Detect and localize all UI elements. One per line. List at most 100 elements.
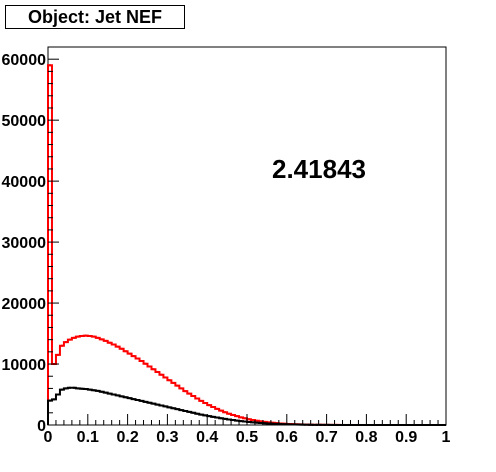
series-1-point <box>176 408 179 411</box>
x-tick-label: 0 <box>44 429 53 446</box>
series-1-point <box>104 391 107 394</box>
series-1-point <box>359 423 362 426</box>
series-1-point <box>367 423 370 426</box>
x-tick-label: 0.5 <box>236 429 258 446</box>
series-1-point <box>240 420 243 423</box>
series-1-point <box>132 398 135 401</box>
series-0-point <box>108 341 111 344</box>
series-1-point <box>236 419 239 422</box>
series-1-point <box>120 395 123 398</box>
series-1-point <box>76 387 79 390</box>
series-1-point <box>116 394 119 397</box>
series-0-point <box>212 406 215 409</box>
series-1-point <box>287 423 290 426</box>
series-0-point <box>236 415 239 418</box>
series-0-point <box>116 345 119 348</box>
series-1-point <box>295 423 298 426</box>
series-1-point <box>168 406 171 409</box>
series-1-point <box>431 424 434 426</box>
series-0-point <box>80 334 83 337</box>
annotation-value: 2.41843 <box>272 154 366 184</box>
x-tick-label: 0.4 <box>196 429 218 446</box>
series-0-point <box>164 376 167 379</box>
series-0-point <box>224 411 227 414</box>
series-1-point <box>415 424 418 426</box>
series-0-point <box>184 390 187 393</box>
series-0-point <box>136 357 139 360</box>
series-1-point <box>136 399 139 402</box>
series-0-point <box>196 397 199 400</box>
series-1-point <box>291 423 294 426</box>
series-1-point <box>259 421 262 424</box>
series-0-point <box>112 343 115 346</box>
series-1-point <box>435 424 438 426</box>
series-0-point <box>168 379 171 382</box>
series-1-point <box>419 424 422 426</box>
series-1-point <box>172 407 175 410</box>
series-0-point <box>204 402 207 405</box>
series-0-point <box>216 407 219 410</box>
series-1-point <box>399 424 402 426</box>
series-1-point <box>347 423 350 426</box>
series-1-point <box>184 409 187 412</box>
series-1-point <box>72 386 75 389</box>
series-0-point <box>64 341 67 344</box>
series-1-point <box>379 424 382 426</box>
series-0-point <box>259 420 262 423</box>
series-1-point <box>152 402 155 405</box>
x-tick-label: 0.3 <box>156 429 178 446</box>
series-1-point <box>100 390 103 393</box>
series-1-point <box>112 393 115 396</box>
series-1-point <box>140 399 143 402</box>
series-1-point <box>224 417 227 420</box>
series-1-point <box>80 387 83 390</box>
series-0-point <box>208 404 211 407</box>
series-1-point <box>427 424 430 426</box>
series-0-point <box>192 395 195 398</box>
series-0-point <box>240 416 243 419</box>
series-0-point <box>100 338 103 341</box>
series-1-point <box>303 423 306 426</box>
y-tick-label: 60000 <box>2 52 47 69</box>
series-1-point <box>251 421 254 424</box>
series-1-point <box>327 423 330 426</box>
x-tick-label: 0.8 <box>355 429 377 446</box>
series-1-point <box>180 409 183 412</box>
series-0-point <box>172 381 175 384</box>
y-axis: 0 10000 20000 30000 40000 50000 60000 <box>2 52 59 435</box>
series-1-point <box>84 388 87 391</box>
series-0-point <box>140 359 143 362</box>
series-1-point <box>283 423 286 426</box>
y-tick-label: 20000 <box>2 296 47 313</box>
series-1-point <box>160 404 163 407</box>
series-1-point <box>383 424 386 426</box>
x-tick-label: 0.6 <box>276 429 298 446</box>
series-1-point <box>128 397 131 400</box>
series-1-point <box>407 424 410 426</box>
series-0-point <box>188 392 191 395</box>
series-1-point <box>255 421 258 424</box>
series-0-point <box>104 339 107 342</box>
series-0-point <box>176 384 179 387</box>
series-0-point <box>180 387 183 390</box>
series-0-point <box>132 355 135 358</box>
series-0-point <box>60 344 63 347</box>
series-1-point <box>343 423 346 426</box>
series-0-point <box>152 368 155 371</box>
x-tick-label: 1 <box>442 429 451 446</box>
series-1-point <box>164 405 167 408</box>
y-tick-label: 40000 <box>2 174 47 191</box>
series-0-point <box>72 336 75 339</box>
series-1-point <box>375 424 378 426</box>
series-1-point <box>56 393 59 396</box>
y-tick-label: 10000 <box>2 357 47 374</box>
series-1-point <box>68 386 71 389</box>
series-0-point <box>68 338 71 341</box>
series-1-point <box>335 423 338 426</box>
series-layer <box>47 64 446 426</box>
series-1-point <box>271 422 274 425</box>
series-1-point <box>124 396 127 399</box>
series-1-point <box>188 410 191 413</box>
series-1-point <box>319 423 322 426</box>
series-1-point <box>92 389 95 392</box>
